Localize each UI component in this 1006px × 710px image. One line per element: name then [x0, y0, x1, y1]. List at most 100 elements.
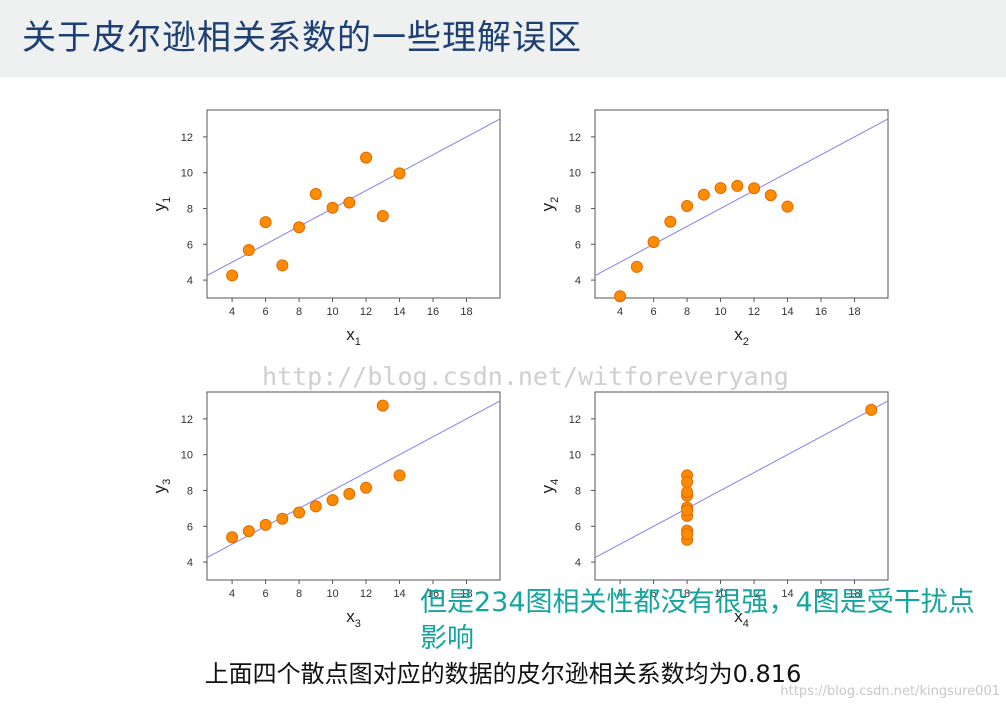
- data-point: [731, 179, 744, 192]
- data-point: [326, 494, 339, 507]
- data-point: [393, 167, 406, 180]
- plot-frame: [206, 391, 501, 581]
- data-point: [293, 221, 306, 234]
- x-tick-label: 8: [684, 306, 690, 318]
- y-axis-label: y4: [538, 479, 561, 494]
- data-point: [343, 487, 356, 500]
- x-tick-label: 14: [393, 588, 405, 600]
- regression-line: [207, 400, 500, 559]
- data-point: [226, 269, 239, 282]
- data-point: [681, 504, 694, 517]
- x-tick-label: 8: [296, 306, 302, 318]
- y-tick-label: 6: [187, 239, 193, 251]
- data-point: [226, 531, 239, 544]
- x-tick-label: 12: [748, 588, 760, 600]
- x-tick-label: 10: [714, 306, 726, 318]
- x-tick-label: 12: [360, 306, 372, 318]
- y-tick-label: 10: [181, 450, 193, 462]
- x-tick-label: 4: [617, 306, 623, 318]
- y-tick-label: 4: [187, 557, 193, 569]
- data-point: [393, 469, 406, 482]
- y-tick-label: 4: [187, 275, 193, 287]
- data-point: [714, 182, 727, 195]
- x-tick-label: 4: [617, 588, 623, 600]
- x-tick-label: 16: [427, 306, 439, 318]
- x-tick-label: 18: [848, 306, 860, 318]
- y-tick-label: 8: [575, 485, 581, 497]
- y-tick-label: 8: [187, 485, 193, 497]
- data-point: [376, 209, 389, 222]
- x-tick-label: 14: [781, 588, 793, 600]
- x-tick-label: 6: [263, 588, 269, 600]
- data-point: [309, 500, 322, 513]
- data-point: [681, 528, 694, 541]
- data-point: [781, 200, 794, 213]
- slide-title: 关于皮尔逊相关系数的一些理解误区: [22, 18, 582, 58]
- data-point: [343, 196, 356, 209]
- y-tick-label: 12: [181, 414, 193, 426]
- data-point: [242, 244, 255, 257]
- y-tick-label: 6: [575, 521, 581, 533]
- x-tick-label: 6: [651, 306, 657, 318]
- source-credit: https://blog.csdn.net/kingsure001: [780, 684, 1000, 699]
- data-point: [276, 512, 289, 525]
- data-point: [748, 182, 761, 195]
- x-tick-label: 18: [460, 588, 472, 600]
- x-tick-label: 10: [326, 588, 338, 600]
- x-axis-label-subscript: 1: [355, 336, 361, 348]
- x-tick-label: 12: [360, 588, 372, 600]
- x-tick-label: 4: [229, 306, 235, 318]
- x-axis-label: x1: [346, 325, 361, 348]
- plot-frame: [206, 109, 501, 299]
- x-tick-label: 16: [815, 588, 827, 600]
- data-point: [309, 187, 322, 200]
- y-tick-label: 4: [575, 557, 581, 569]
- y-axis-label: y1: [150, 197, 173, 212]
- data-point: [360, 481, 373, 494]
- y-tick-label: 10: [569, 450, 581, 462]
- data-point: [276, 259, 289, 272]
- y-tick-label: 8: [575, 203, 581, 215]
- plot-frame: [594, 391, 889, 581]
- x-tick-label: 12: [748, 306, 760, 318]
- x-tick-label: 6: [651, 588, 657, 600]
- y-tick-label: 8: [187, 203, 193, 215]
- x-axis-label-subscript: 4: [743, 618, 749, 630]
- data-point: [764, 189, 777, 202]
- y-axis-label: y2: [538, 197, 561, 212]
- data-point: [376, 399, 389, 412]
- data-point: [697, 188, 710, 201]
- y-tick-label: 10: [569, 168, 581, 180]
- y-tick-label: 12: [569, 132, 581, 144]
- data-point: [242, 525, 255, 538]
- x-tick-label: 14: [393, 306, 405, 318]
- y-tick-label: 6: [187, 521, 193, 533]
- data-point: [630, 260, 643, 273]
- y-axis-label-subscript: 1: [161, 197, 173, 203]
- regression-line: [207, 118, 500, 277]
- data-point: [293, 506, 306, 519]
- y-axis-label-subscript: 4: [549, 479, 561, 485]
- x-tick-label: 8: [296, 588, 302, 600]
- y-tick-label: 6: [575, 239, 581, 251]
- x-tick-label: 10: [714, 588, 726, 600]
- data-point: [681, 199, 694, 212]
- data-point: [259, 216, 272, 229]
- y-axis-label-subscript: 2: [549, 197, 561, 203]
- x-tick-label: 8: [684, 588, 690, 600]
- x-axis-label-subscript: 2: [743, 336, 749, 348]
- regression-line: [595, 400, 888, 559]
- data-point: [664, 215, 677, 228]
- x-axis-label-subscript: 3: [355, 618, 361, 630]
- y-tick-label: 10: [181, 168, 193, 180]
- x-axis-label: x3: [346, 607, 361, 630]
- y-axis-label-subscript: 3: [161, 479, 173, 485]
- x-axis-label: x2: [734, 325, 749, 348]
- scatter-panel-2: 4 6 8 10 12 14 16 18 4 6 8 10 12 x2 y2: [538, 109, 889, 348]
- x-tick-label: 14: [781, 306, 793, 318]
- data-point: [681, 476, 694, 489]
- x-tick-label: 16: [427, 588, 439, 600]
- data-point: [360, 151, 373, 164]
